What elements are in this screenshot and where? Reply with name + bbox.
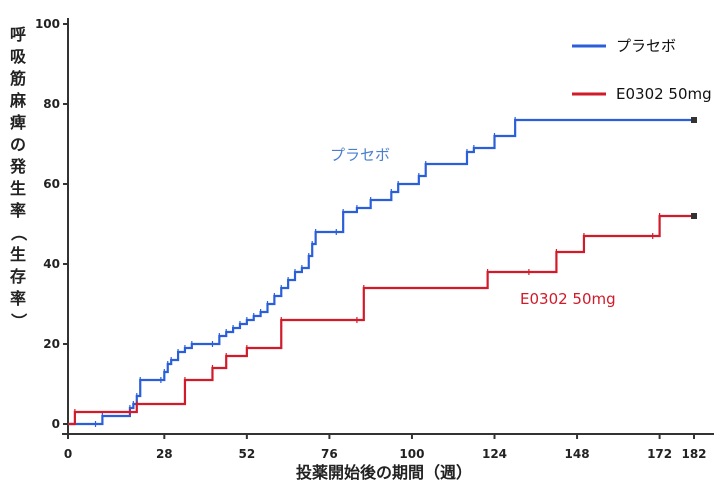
- x-tick-label: 100: [399, 447, 424, 461]
- y-tick-label: 60: [43, 177, 60, 191]
- x-tick-label: 172: [647, 447, 672, 461]
- legend-label-e0302: E0302 50mg: [616, 85, 712, 103]
- series-line-e0302: [68, 214, 694, 426]
- y-tick-label: 0: [52, 417, 60, 431]
- y-axis-label-char: の: [10, 135, 26, 154]
- y-axis-label-char: （: [9, 225, 28, 241]
- series-layer: [68, 117, 697, 427]
- x-tick-label: 148: [565, 447, 590, 461]
- series-end-marker: [691, 117, 697, 123]
- y-axis-label-char: 呼: [10, 25, 26, 44]
- y-tick-label: 40: [43, 257, 60, 271]
- y-axis-label-char: 生: [10, 245, 26, 264]
- series-line-placebo: [68, 118, 694, 426]
- y-axis-label-char: 存: [10, 267, 26, 286]
- x-tick-label: 0: [64, 447, 72, 461]
- annotation-e0302: E0302 50mg: [520, 290, 616, 308]
- y-axis-label-char: 吸: [10, 47, 27, 66]
- annotation-placebo: プラセボ: [330, 146, 390, 164]
- x-tick-label: 76: [321, 447, 338, 461]
- y-axis-label-char: 生: [10, 179, 26, 198]
- legend: プラセボ E0302 50mg: [572, 37, 712, 103]
- x-tick-label: 28: [156, 447, 173, 461]
- y-tick-label: 100: [35, 17, 60, 31]
- y-tick-label: 20: [43, 337, 60, 351]
- y-axis-label-char: 痺: [10, 113, 26, 132]
- x-axis-label: 投薬開始後の期間（週）: [296, 463, 472, 482]
- series-end-marker: [691, 213, 697, 219]
- y-ticks: 0 20 40 60 80 100: [35, 17, 68, 431]
- y-tick-label: 80: [43, 97, 60, 111]
- legend-label-placebo: プラセボ: [616, 37, 676, 55]
- x-ticks: 0 28 52 76 100 124 148 172 182: [64, 434, 707, 461]
- y-axis-label-char: 率: [10, 289, 26, 308]
- x-tick-label: 124: [482, 447, 507, 461]
- y-axis-label-char: 麻: [9, 91, 27, 110]
- y-axis-label-char: 筋: [9, 69, 26, 88]
- x-tick-label: 182: [681, 447, 706, 461]
- y-axis-label-char: 率: [10, 201, 26, 220]
- y-axis-label-char: 発: [9, 157, 27, 176]
- y-axis-label-char: ）: [9, 313, 28, 329]
- x-tick-label: 52: [239, 447, 256, 461]
